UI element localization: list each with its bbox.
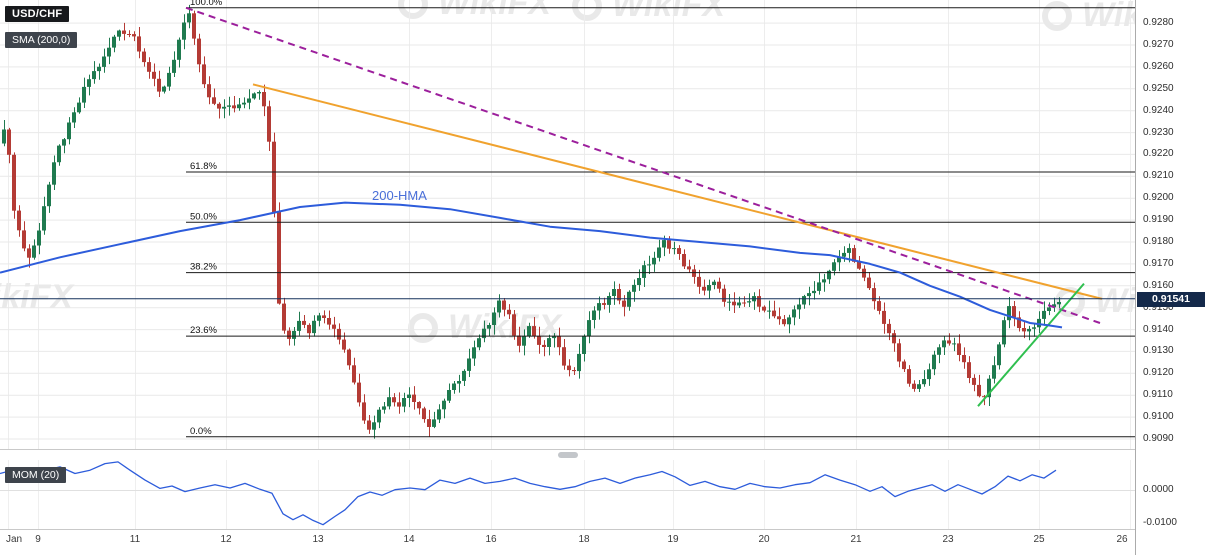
time-axis-label: Jan [5, 534, 23, 545]
price-axis-label: 0.9270 [1143, 39, 1174, 50]
pane-splitter[interactable] [0, 450, 1135, 460]
price-axis-label: 0.9190 [1143, 214, 1174, 226]
price-axis-label: 0.9260 [1143, 60, 1174, 72]
price-axis-label: 0.9160 [1143, 279, 1174, 291]
fib-level-label: 61.8% [190, 161, 217, 172]
time-axis[interactable]: Jan 9 11 12 13 14 16 18 19 20 21 23 25 26 [0, 531, 1135, 555]
momentum-pane[interactable]: MOM (20) [0, 460, 1135, 530]
mom-axis-label: -0.0100 [1143, 517, 1177, 528]
descending-resistance-orange [252, 83, 1103, 300]
price-axis[interactable]: 0.91541 0.9280 0.9270 0.9260 0.9250 0.9240 0.… [1135, 0, 1207, 555]
fib-level-label: 100.0% [190, 0, 223, 8]
time-axis-label: 9 [35, 534, 41, 545]
current-price-badge: 0.91541 [1137, 292, 1205, 307]
time-axis-label: 23 [942, 534, 954, 545]
fib-level-label: 0.0% [190, 426, 212, 437]
price-axis-label: 0.9120 [1143, 367, 1174, 379]
price-axis-label: 0.9110 [1143, 389, 1173, 401]
price-axis-label: 0.9170 [1143, 257, 1174, 269]
mom-axis-label: 0.0000 [1143, 484, 1174, 495]
price-axis-label: 0.9130 [1143, 345, 1174, 357]
price-axis-label: 0.9240 [1143, 104, 1174, 116]
mom-line [0, 461, 1057, 526]
mom-indicator-badge[interactable]: MOM (20) [5, 467, 67, 483]
time-axis-label: 16 [485, 534, 497, 545]
time-axis-label: 18 [578, 534, 590, 545]
fib-level-label: 23.6% [190, 325, 217, 336]
time-axis-label: 26 [1116, 534, 1128, 545]
price-axis-label: 0.9280 [1143, 17, 1174, 29]
symbol-badge[interactable]: USD/CHF [5, 6, 70, 22]
splitter-grip-icon[interactable] [558, 452, 578, 458]
time-axis-label: 19 [667, 534, 679, 545]
price-axis-label: 0.9100 [1143, 411, 1174, 423]
time-axis-label: 20 [758, 534, 770, 545]
time-axis-label: 12 [220, 534, 232, 545]
fib-level-label: 50.0% [190, 211, 217, 222]
sma-200-line [0, 201, 1063, 329]
price-axis-label: 0.9150 [1143, 301, 1174, 313]
price-axis-label: 0.9220 [1143, 148, 1174, 160]
hma-line-label: 200-HMA [372, 188, 427, 203]
price-axis-label: 0.9090 [1143, 433, 1174, 444]
time-axis-label: 25 [1033, 534, 1045, 545]
momentum-chart[interactable] [0, 460, 1135, 530]
fib-level-label: 38.2% [190, 262, 217, 273]
time-axis-label: 21 [850, 534, 862, 545]
time-axis-label: 13 [312, 534, 324, 545]
price-axis-label: 0.9210 [1143, 170, 1174, 182]
price-axis-label: 0.9230 [1143, 126, 1174, 138]
ascending-support-green [977, 282, 1085, 407]
price-axis-label: 0.9180 [1143, 236, 1174, 247]
time-axis-label: 14 [403, 534, 415, 545]
price-axis-label: 0.9140 [1143, 323, 1174, 335]
candlestick-chart[interactable]: 100.0% 61.8% 50.0% 38.2% 23.6% 0.0% [0, 0, 1135, 450]
descending-resistance-purple-dashed [185, 6, 1101, 324]
price-axis-label: 0.9250 [1143, 82, 1174, 94]
price-axis-label: 0.9200 [1143, 192, 1174, 204]
main-chart-pane[interactable]: WikiFX WikiFX WikiFX WikiFX WikiFX WikiF… [0, 0, 1135, 450]
sma-indicator-badge[interactable]: SMA (200,0) [5, 32, 78, 48]
candlesticks [2, 4, 1061, 439]
time-axis-label: 11 [129, 534, 141, 545]
